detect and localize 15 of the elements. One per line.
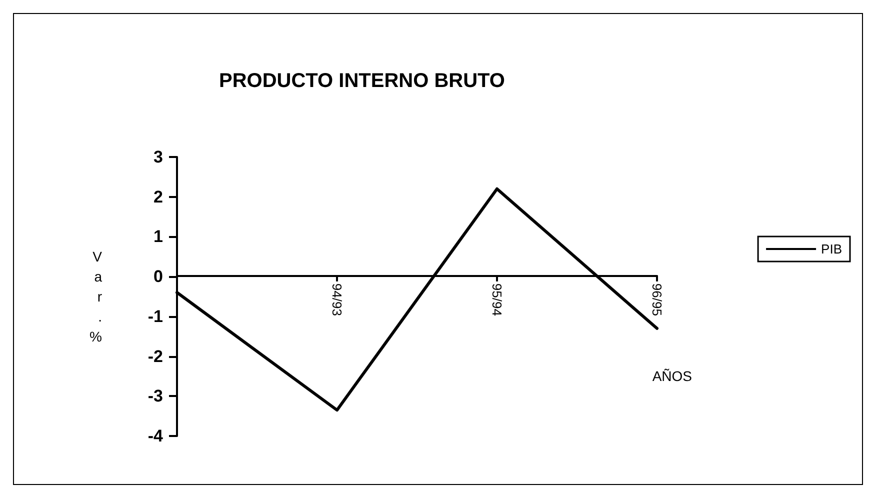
- y-tick-label: -3: [148, 386, 163, 406]
- y-tick-label: 0: [154, 267, 163, 286]
- y-tick-label: -1: [148, 306, 163, 326]
- x-tick-label: 94/93: [330, 283, 344, 316]
- y-tick-label: -4: [148, 426, 164, 446]
- x-axis-title: AÑOS: [652, 368, 692, 384]
- y-tick-label: -2: [148, 346, 163, 366]
- y-tick-label: 2: [154, 187, 163, 206]
- x-tick-label: 96/95: [650, 283, 664, 316]
- y-tick-label: 1: [154, 227, 163, 246]
- x-tick-label: 95/94: [490, 283, 504, 316]
- legend-label: PIB: [821, 242, 842, 256]
- y-axis-title: Var.%: [90, 248, 103, 344]
- y-tick-label: 3: [154, 148, 163, 166]
- chart-title: PRODUCTO INTERNO BRUTO: [219, 70, 505, 92]
